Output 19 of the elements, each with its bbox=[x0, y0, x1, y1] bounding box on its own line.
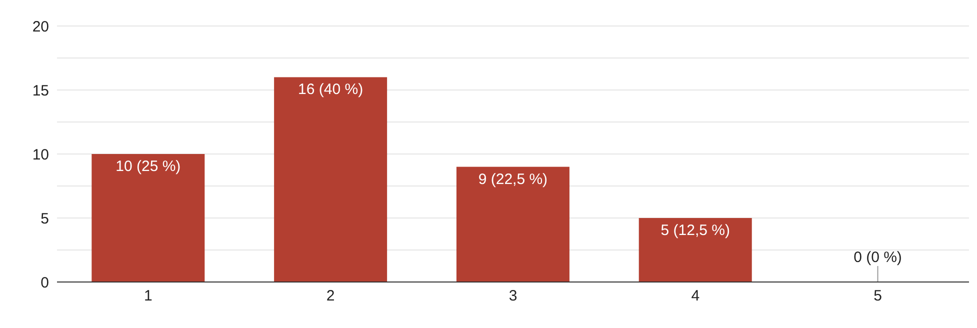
bar bbox=[456, 166, 570, 282]
y-tick-label: 10 bbox=[32, 146, 49, 164]
data-label: 5 (12,5 %) bbox=[660, 222, 730, 239]
data-label: 0 (0 %) bbox=[854, 249, 902, 266]
x-tick-label: 2 bbox=[326, 288, 335, 305]
y-tick-label: 5 bbox=[40, 210, 49, 228]
y-tick-label: 0 bbox=[40, 274, 49, 292]
x-tick-label: 1 bbox=[144, 288, 152, 305]
bar bbox=[92, 154, 205, 282]
x-tick-label: 5 bbox=[874, 288, 882, 305]
bar bbox=[638, 218, 752, 282]
bar bbox=[274, 77, 388, 282]
y-tick-label: 15 bbox=[32, 82, 49, 100]
data-label: 10 (25 %) bbox=[116, 158, 181, 175]
x-tick-label: 3 bbox=[508, 288, 518, 305]
data-label: 9 (22,5 %) bbox=[478, 170, 548, 188]
x-tick-label: 4 bbox=[691, 288, 700, 305]
data-label: 16 (40 %) bbox=[298, 81, 364, 98]
y-tick-label: 20 bbox=[32, 18, 49, 36]
